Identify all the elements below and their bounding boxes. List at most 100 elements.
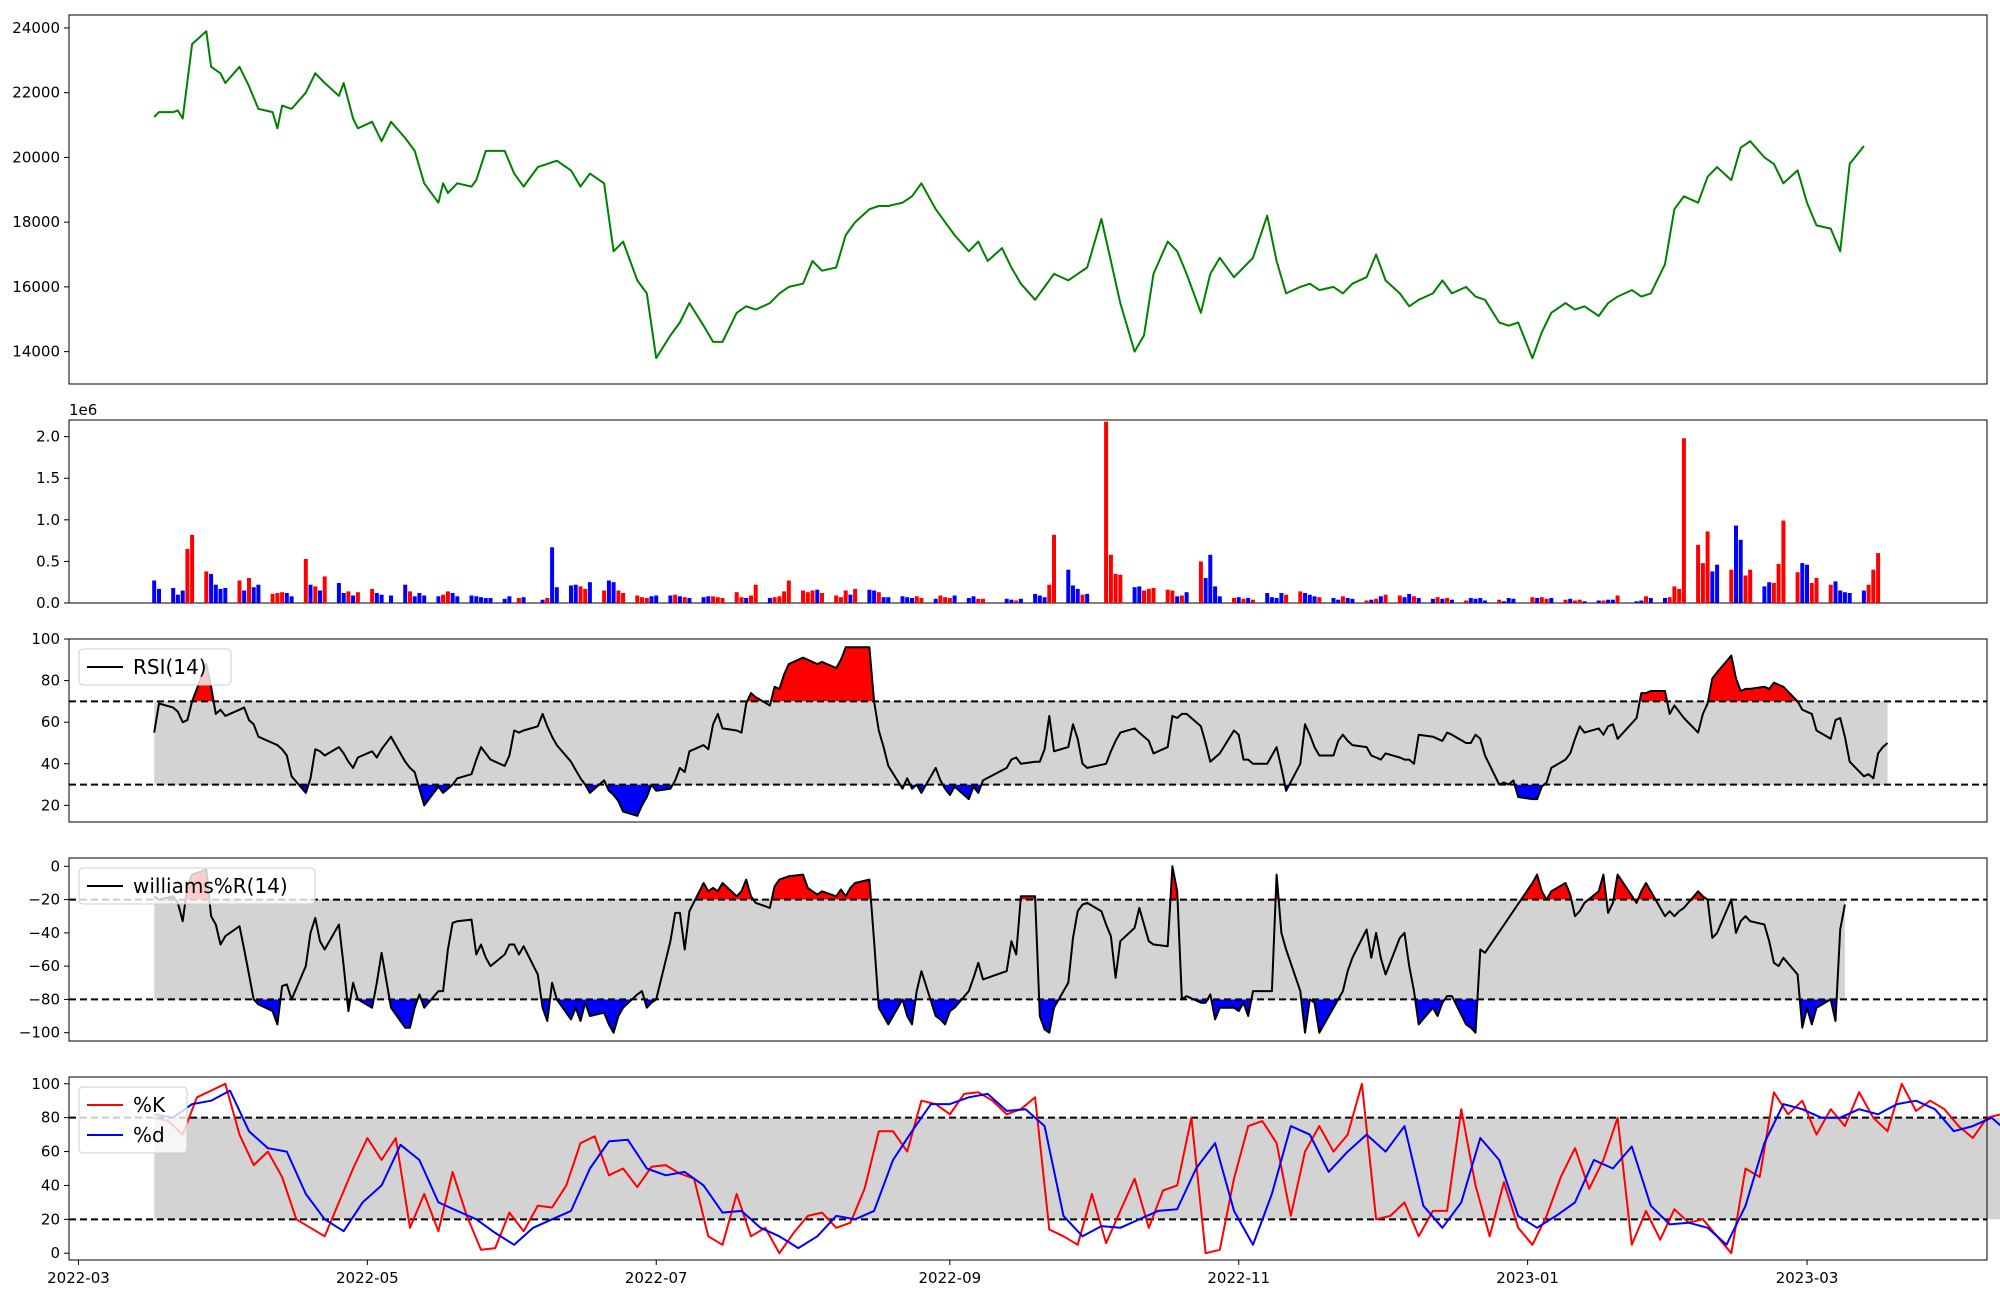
volume-bar [573,584,578,603]
volume-bar [1317,597,1322,603]
volume-bar [422,595,427,603]
price-frame [68,14,1988,385]
x-tick-label: 2022-03 [47,1269,110,1287]
volume-bar [313,586,318,603]
volume-bar [1828,584,1833,603]
volume-ytick-label: 1.5 [36,469,60,487]
volume-bar [242,590,247,603]
volume-bar [933,598,938,603]
volume-bar [1165,589,1170,603]
volume-bar [1312,596,1317,603]
volume-bar [1014,600,1019,603]
williams-band [154,899,1845,1000]
volume-bar [1146,588,1151,603]
volume-bar [1179,595,1184,603]
volume-bar [587,582,592,603]
stochastic-ytick-label: 60 [41,1143,60,1161]
volume-bar [838,597,843,603]
williams-overbought-fill [154,866,1708,900]
volume-bar [355,592,360,603]
volume-bar [886,597,891,603]
volume-bar [1781,520,1786,603]
volume-bar [209,573,214,603]
volume-bar [275,593,280,603]
volume-ytick-label: 0.5 [36,552,60,570]
volume-bar [204,571,209,603]
volume-bar [1738,539,1743,603]
volume-bar [1374,598,1379,603]
volume-bar [550,547,555,603]
volume-bar [351,595,356,603]
volume-bar [943,597,948,603]
williams-ytick-label: −20 [28,891,60,909]
rsi-ytick-label: 20 [41,796,60,814]
volume-bar [185,548,190,603]
volume-bar [767,598,772,603]
williams-frame [68,857,1988,1042]
volume-bar [408,591,412,603]
volume-bar [777,596,782,603]
volume-bar [521,597,526,603]
volume-bar [479,597,483,603]
volume-bar [1814,578,1819,603]
volume-bar [621,593,626,603]
volume-bar [569,585,573,603]
volume-bar [1336,599,1341,603]
volume-bar [403,584,408,603]
volume-bar [739,597,744,603]
volume-bar [223,588,228,603]
volume-bar [706,596,711,603]
volume-bar [1383,594,1388,603]
volume-bar [1307,594,1312,603]
volume-bar [753,584,758,603]
volume-bar [389,595,393,603]
volume-bar [308,584,313,603]
price-ytick-label: 20000 [12,148,60,166]
volume-bar [654,595,659,603]
volume-bar [1378,596,1383,603]
stochastic-frame [68,1076,1988,1261]
volume-bar [1833,581,1838,603]
volume-bar [284,593,289,603]
volume-bar [346,591,351,603]
volume-bar [583,588,588,603]
stochastic-k-line [153,1082,2000,1255]
volume-bar [611,582,616,603]
volume-bar [1118,574,1123,603]
volume-bar [1563,599,1568,603]
volume-bar [635,595,640,603]
volume-bar [1601,600,1606,603]
williams-legend-label: williams%R(14) [133,874,288,898]
volume-bar [1142,590,1146,603]
volume-bar [1743,575,1748,603]
volume-bar [171,588,176,603]
volume-bar [1236,597,1241,603]
rsi-legend [78,648,232,686]
volume-bar [1113,573,1118,603]
volume-bar [853,588,858,603]
volume-bar [247,578,251,603]
williams-ytick-label: −60 [28,957,60,975]
volume-bar [1265,593,1270,603]
volume-bar [1483,600,1487,603]
volume-bar [1568,598,1573,603]
volume-bar [469,595,474,603]
volume-bar [1497,599,1502,603]
volume-bar [1402,597,1407,603]
volume-bar [412,596,417,603]
volume-bar [644,598,649,603]
volume-bar [1407,593,1412,603]
volume-bar [341,593,346,603]
volume-bar [1530,597,1535,603]
x-tick-label: 2023-03 [1776,1269,1839,1287]
volume-bar [474,596,479,603]
volume-bar [1606,599,1611,603]
volume-bar [1080,594,1085,603]
volume-bar [701,597,706,603]
volume-bar [336,583,341,603]
volume-bar [1198,561,1203,603]
volume-bar [782,591,787,603]
volume-bar [1861,590,1866,603]
volume-bar [1464,600,1469,603]
